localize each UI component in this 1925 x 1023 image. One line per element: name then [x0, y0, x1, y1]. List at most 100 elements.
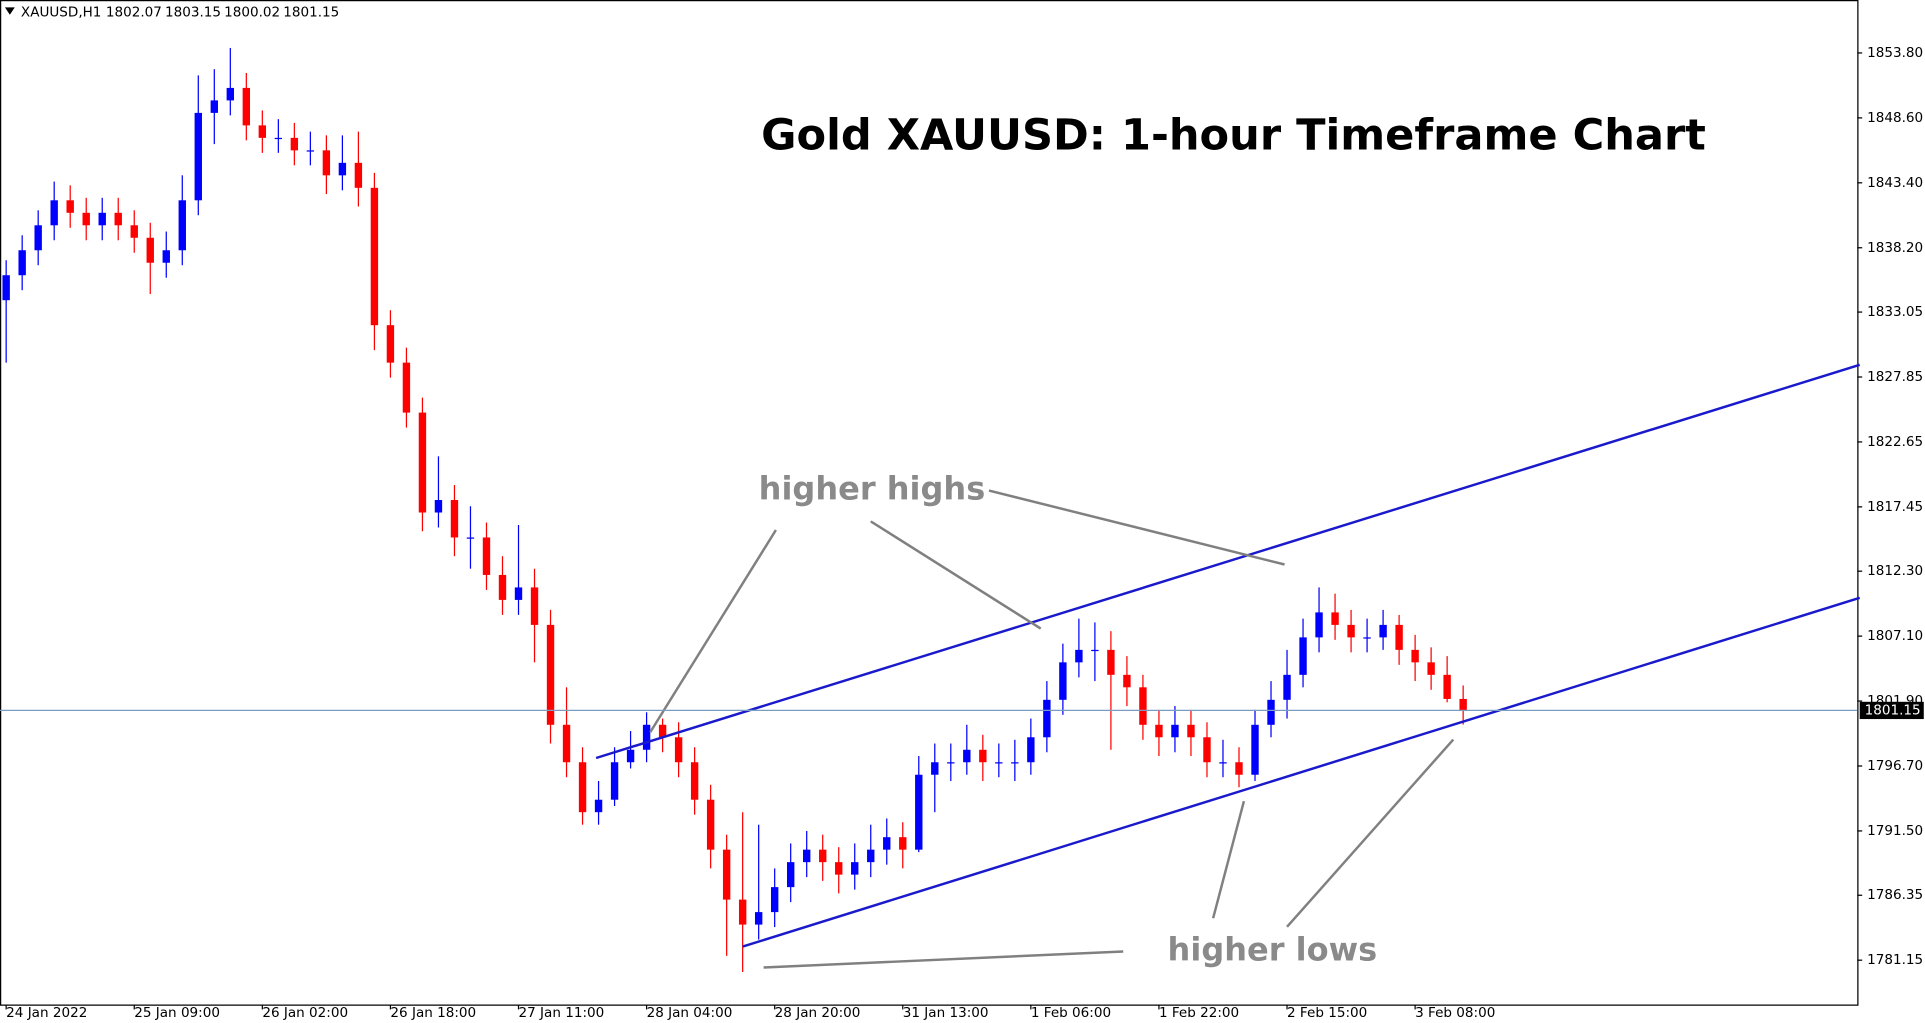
candle-body — [1299, 637, 1307, 675]
candle-body — [594, 799, 603, 813]
y-tick-label: 1817.45 — [1867, 499, 1923, 515]
pointer — [1286, 738, 1455, 928]
candle-body — [274, 137, 283, 140]
candle-body — [610, 762, 619, 800]
menu-arrow — [4, 7, 15, 15]
candle-body — [194, 112, 202, 201]
channel-lower — [742, 596, 1861, 948]
candle-body — [34, 225, 42, 251]
x-tick-label: 3 Feb 08:00 — [1415, 1005, 1495, 1021]
x-tick-label: 26 Jan 18:00 — [390, 1005, 476, 1021]
current-price-label: 1801.15 — [1865, 702, 1921, 718]
header-low: 1800.02 — [224, 4, 280, 20]
candle-body — [626, 749, 635, 763]
x-tick-label: 28 Jan 20:00 — [775, 1005, 861, 1021]
candle-body — [770, 887, 779, 913]
candle-body — [851, 862, 859, 875]
candle-body — [98, 212, 106, 226]
candle-body — [1027, 737, 1035, 763]
candle-body — [786, 862, 795, 888]
candle-body — [338, 162, 347, 176]
x-tick-label: 25 Jan 09:00 — [134, 1005, 220, 1021]
candle-body — [1187, 724, 1195, 738]
candle-body — [450, 500, 459, 538]
x-tick-label: 2 Feb 15:00 — [1287, 1005, 1367, 1021]
header-close: 1801.15 — [283, 4, 339, 20]
current-price-box — [1859, 701, 1924, 720]
candle-body — [1251, 724, 1259, 775]
candle-body — [306, 150, 315, 152]
x-tick-label: 28 Jan 04:00 — [647, 1005, 733, 1021]
candle-body — [1347, 624, 1355, 638]
pointer — [649, 529, 777, 733]
candle-body — [1283, 674, 1291, 700]
candle-body — [1459, 698, 1467, 711]
candle-body — [883, 837, 891, 850]
candle-body — [386, 325, 395, 363]
candle-body — [82, 212, 90, 226]
candle-body — [1059, 662, 1067, 700]
candle-body — [1411, 649, 1419, 663]
symbol: XAUUSD,H1 — [21, 4, 102, 20]
candle-body — [1171, 724, 1179, 738]
candle-body — [642, 724, 651, 750]
candle-body — [658, 724, 667, 738]
candle-body — [1219, 762, 1227, 764]
pointer — [763, 950, 1124, 969]
candle-body — [1075, 649, 1083, 663]
pointer — [988, 489, 1285, 566]
candle-body — [114, 212, 122, 226]
chart-title: Gold XAUUSD: 1-hour Timeframe Chart — [761, 111, 1706, 161]
candle-body — [1315, 612, 1323, 638]
annotation: higher lows — [1168, 931, 1378, 969]
candle-body — [18, 250, 26, 276]
candle-body — [1123, 674, 1131, 688]
candle-body — [546, 624, 555, 725]
header-high: 1803.15 — [165, 4, 221, 20]
candle-body — [947, 762, 955, 764]
candle-body — [1235, 762, 1243, 775]
candle-body — [706, 799, 715, 850]
candle-body — [530, 587, 539, 625]
header-open: 1802.07 — [106, 4, 162, 20]
y-tick-label: 1822.65 — [1867, 434, 1923, 450]
candle-body — [226, 87, 235, 101]
candle-body — [1107, 649, 1115, 675]
candle-body — [322, 150, 331, 176]
candle-body — [498, 574, 507, 600]
candle-body — [146, 237, 154, 263]
candle-body — [354, 162, 363, 188]
y-tick-label: 1786.35 — [1867, 887, 1923, 903]
candle-body — [434, 500, 443, 513]
candle-body — [66, 200, 74, 213]
y-tick-label: 1791.50 — [1867, 823, 1923, 839]
candle-body — [290, 137, 299, 151]
candle-body — [963, 749, 971, 763]
y-tick-label: 1853.80 — [1867, 45, 1923, 61]
candle-body — [2, 275, 10, 301]
candle-body — [562, 724, 571, 763]
candle-body — [1379, 624, 1387, 638]
candle-body — [258, 125, 267, 138]
y-tick-label: 1848.60 — [1867, 110, 1923, 126]
candle-body — [578, 762, 587, 813]
candle-body — [1267, 699, 1275, 725]
candle-body — [867, 849, 875, 863]
y-tick-label: 1812.30 — [1867, 563, 1923, 579]
candle-body — [162, 250, 170, 263]
annotation: higher highs — [759, 470, 986, 508]
candle-body — [1395, 624, 1403, 650]
y-tick-label: 1807.10 — [1867, 628, 1923, 644]
candle-body — [915, 774, 923, 850]
x-tick-label: 26 Jan 02:00 — [262, 1005, 348, 1021]
candle-body — [1091, 649, 1099, 652]
candle-body — [50, 200, 58, 226]
x-tick-label: 31 Jan 13:00 — [903, 1005, 989, 1021]
candle-body — [819, 849, 827, 863]
candle-body — [1043, 699, 1051, 738]
candle-body — [514, 587, 523, 600]
pointer — [1211, 800, 1246, 919]
candle-body — [1155, 724, 1163, 738]
